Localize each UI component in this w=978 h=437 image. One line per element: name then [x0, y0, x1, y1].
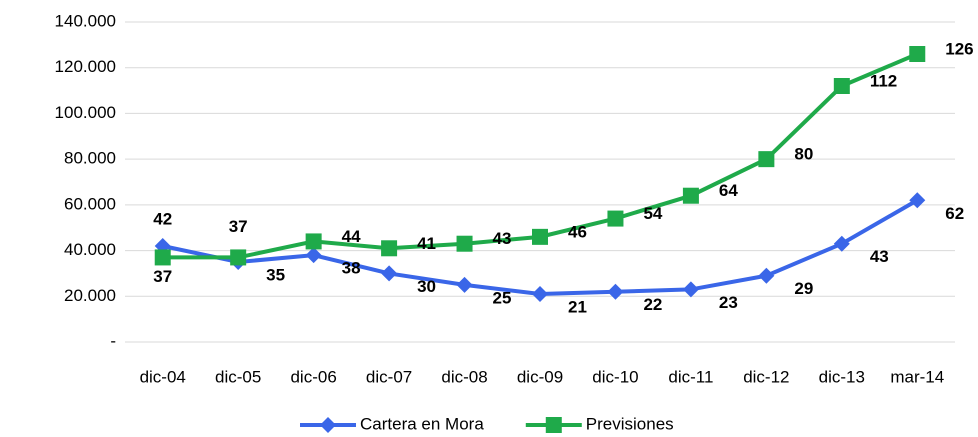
point-marker: [532, 228, 548, 245]
data-label: 44: [342, 227, 361, 246]
data-label: 29: [794, 279, 813, 298]
y-tick-label: 120.000: [55, 57, 116, 76]
data-label: 126: [945, 39, 973, 58]
legend-label: Cartera en Mora: [360, 414, 484, 433]
point-marker: [833, 235, 850, 252]
data-label: 80: [794, 145, 813, 164]
x-tick-label: mar-14: [890, 367, 944, 386]
data-label: 43: [870, 247, 889, 266]
point-marker: [607, 283, 624, 300]
y-tick-label: 40.000: [64, 240, 116, 259]
y-tick-label: 100.000: [55, 103, 116, 122]
point-marker: [532, 286, 548, 302]
point-marker: [381, 265, 398, 282]
y-tick-label: 140.000: [55, 11, 116, 30]
point-marker: [305, 247, 322, 264]
data-label: 25: [493, 288, 512, 307]
x-tick-label: dic-07: [366, 367, 412, 386]
point-marker: [154, 249, 171, 266]
point-marker: [456, 276, 473, 293]
data-label: 30: [417, 277, 436, 296]
legend-marker: [545, 417, 562, 433]
data-label: 38: [342, 259, 361, 278]
data-label: 37: [229, 217, 248, 236]
y-tick-label: -: [110, 331, 116, 350]
x-tick-label: dic-05: [215, 367, 261, 386]
y-tick-label: 20.000: [64, 286, 116, 305]
x-tick-label: dic-06: [290, 367, 336, 386]
data-label: 41: [417, 234, 436, 253]
point-marker: [833, 78, 850, 94]
x-tick-label: dic-04: [140, 367, 186, 386]
point-marker: [758, 151, 775, 168]
data-label: 23: [719, 293, 738, 312]
x-tick-label: dic-08: [441, 367, 487, 386]
data-label: 21: [568, 297, 587, 316]
point-marker: [230, 249, 247, 266]
point-marker: [305, 233, 322, 250]
data-label: 42: [153, 209, 172, 228]
x-tick-label: dic-10: [592, 367, 638, 386]
point-marker: [381, 240, 398, 257]
point-marker: [682, 281, 699, 298]
data-label: 35: [266, 265, 285, 284]
point-marker: [909, 192, 926, 209]
data-label: 22: [643, 295, 662, 314]
data-label: 62: [945, 204, 964, 223]
data-label: 64: [719, 181, 738, 200]
x-tick-label: dic-09: [517, 367, 563, 386]
legend-label: Previsiones: [586, 414, 674, 433]
point-marker: [456, 235, 473, 252]
legend-marker: [320, 417, 336, 433]
y-tick-label: 80.000: [64, 149, 116, 168]
x-tick-label: dic-12: [743, 367, 789, 386]
y-tick-label: 60.000: [64, 194, 116, 213]
x-tick-label: dic-13: [819, 367, 865, 386]
data-label: 43: [493, 229, 512, 248]
point-marker: [909, 46, 926, 62]
point-marker: [758, 267, 775, 284]
point-marker: [607, 210, 624, 227]
data-label: 37: [153, 267, 172, 286]
data-label: 112: [870, 71, 897, 90]
point-marker: [682, 187, 699, 204]
data-label: 54: [643, 204, 662, 223]
data-label: 46: [568, 222, 587, 241]
x-tick-label: dic-11: [668, 367, 713, 386]
